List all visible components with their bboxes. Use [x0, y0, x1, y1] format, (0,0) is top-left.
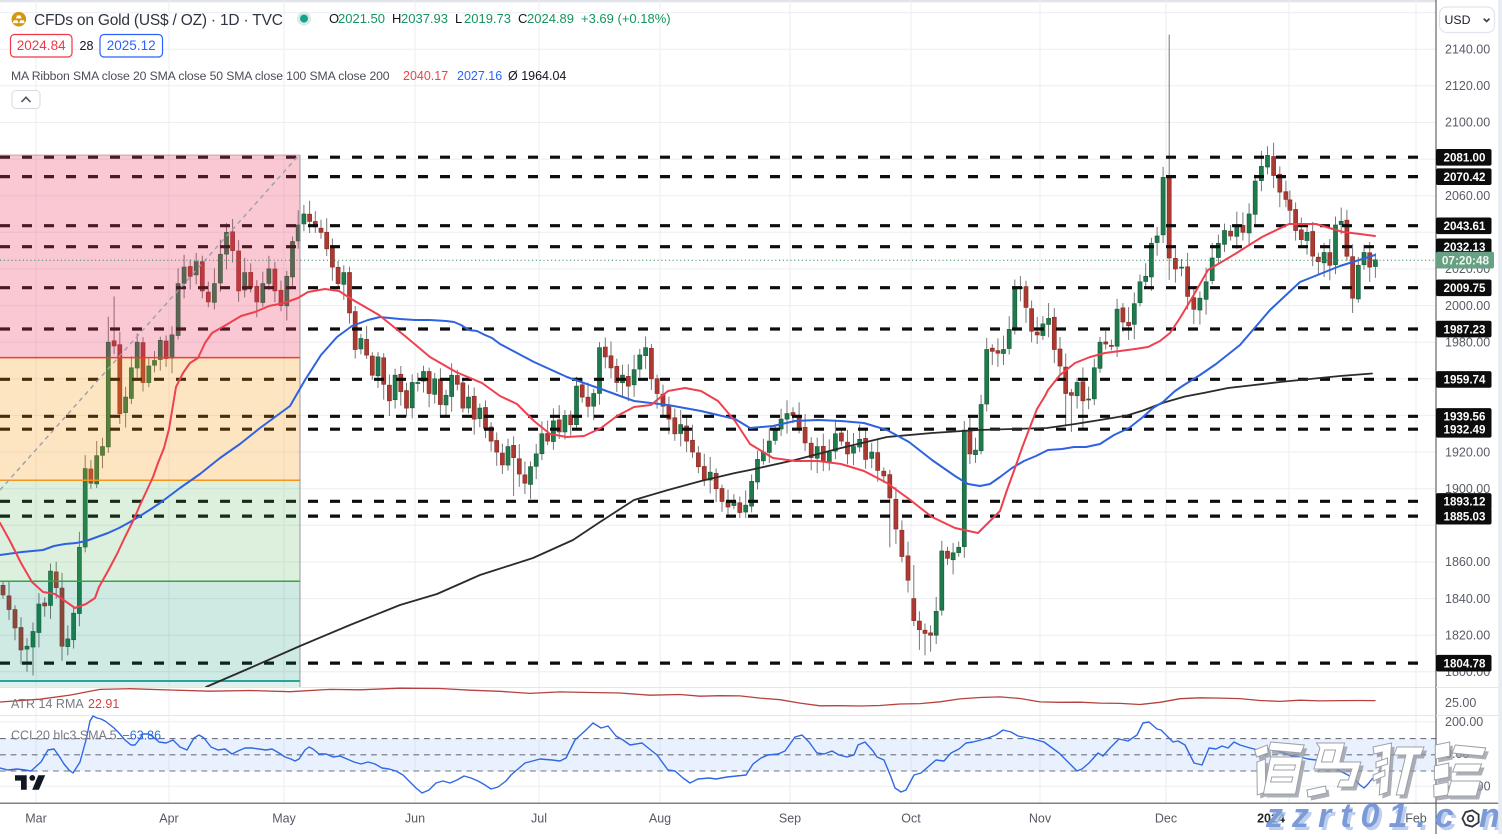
svg-text:2100.00: 2100.00 — [1445, 116, 1490, 130]
svg-text:n: n — [1479, 797, 1500, 834]
svg-text:2140.00: 2140.00 — [1445, 42, 1490, 56]
svg-text:Jun: Jun — [405, 812, 425, 826]
svg-text:2043.61: 2043.61 — [1444, 220, 1486, 233]
svg-text:2060.00: 2060.00 — [1445, 189, 1490, 203]
svg-text:22.91: 22.91 — [88, 697, 119, 711]
svg-text:Nov: Nov — [1029, 812, 1052, 826]
svg-text:1860.00: 1860.00 — [1445, 555, 1490, 569]
svg-text:07:20:48: 07:20:48 — [1442, 254, 1490, 268]
svg-text:28: 28 — [80, 39, 94, 53]
svg-text:2019.73: 2019.73 — [464, 11, 511, 26]
svg-text:1893.12: 1893.12 — [1444, 496, 1486, 509]
svg-text:2070.42: 2070.42 — [1444, 171, 1486, 184]
svg-text:Aug: Aug — [649, 812, 671, 826]
svg-text:2025.12: 2025.12 — [107, 38, 156, 53]
svg-text:1932.49: 1932.49 — [1444, 424, 1486, 437]
svg-text:Feb: Feb — [1405, 812, 1427, 826]
svg-text:1804.78: 1804.78 — [1444, 657, 1486, 670]
svg-text:USD: USD — [1445, 13, 1471, 27]
svg-text:Sep: Sep — [779, 812, 801, 826]
svg-text:H: H — [392, 11, 401, 26]
svg-text:1987.23: 1987.23 — [1444, 323, 1486, 336]
svg-text:O: O — [329, 11, 339, 26]
svg-text:2009.75: 2009.75 — [1444, 282, 1486, 295]
svg-text:2000.00: 2000.00 — [1445, 299, 1490, 313]
svg-text:2040.17: 2040.17 — [403, 69, 448, 83]
svg-text:2032.13: 2032.13 — [1444, 241, 1486, 254]
svg-text:Oct: Oct — [901, 812, 921, 826]
svg-text:2120.00: 2120.00 — [1445, 79, 1490, 93]
svg-text:2024.84: 2024.84 — [17, 38, 66, 53]
svg-text:2037.93: 2037.93 — [401, 11, 448, 26]
svg-text:zzrt01.c: zzrt01.c — [1268, 800, 1466, 834]
svg-text:2024.89: 2024.89 — [527, 11, 574, 26]
svg-text:1920.00: 1920.00 — [1445, 445, 1490, 459]
svg-text:1980.00: 1980.00 — [1445, 335, 1490, 349]
svg-text:1939.56: 1939.56 — [1444, 411, 1486, 424]
svg-text:1959.74: 1959.74 — [1444, 374, 1486, 387]
svg-text:25.00: 25.00 — [1445, 696, 1476, 710]
svg-text:2024: 2024 — [1257, 812, 1285, 826]
svg-text:1820.00: 1820.00 — [1445, 628, 1490, 642]
svg-text:1900.00: 1900.00 — [1445, 482, 1490, 496]
svg-text:2027.16: 2027.16 — [457, 69, 502, 83]
svg-text:May: May — [272, 812, 296, 826]
svg-text:2021.50: 2021.50 — [338, 11, 385, 26]
svg-text:Jul: Jul — [531, 812, 547, 826]
svg-text:CFDs on Gold (US$ / OZ) · 1D ·: CFDs on Gold (US$ / OZ) · 1D · TVC — [34, 12, 283, 29]
svg-text:Mar: Mar — [25, 812, 47, 826]
svg-text:MA Ribbon SMA close 20 SMA clo: MA Ribbon SMA close 20 SMA close 50 SMA … — [11, 69, 390, 83]
svg-text:ATR 14 RMA: ATR 14 RMA — [11, 697, 84, 711]
svg-text:Apr: Apr — [159, 812, 178, 826]
svg-text:200.00: 200.00 — [1445, 715, 1483, 729]
svg-text:1840.00: 1840.00 — [1445, 592, 1490, 606]
svg-text:L: L — [455, 11, 462, 26]
svg-text:Dec: Dec — [1155, 812, 1177, 826]
svg-text:+3.69 (+0.18%): +3.69 (+0.18%) — [581, 11, 671, 26]
svg-text:n: n — [1482, 800, 1502, 834]
svg-text:2081.00: 2081.00 — [1444, 152, 1486, 165]
svg-text:1885.03: 1885.03 — [1444, 510, 1486, 523]
svg-text:C: C — [518, 11, 527, 26]
svg-text:Ø 1964.04: Ø 1964.04 — [508, 69, 566, 83]
svg-text:−63.86: −63.86 — [123, 729, 162, 743]
svg-text:zzrt01.c: zzrt01.c — [1265, 797, 1463, 834]
svg-text:CCI 20 hlc3 SMA 5: CCI 20 hlc3 SMA 5 — [11, 729, 117, 743]
